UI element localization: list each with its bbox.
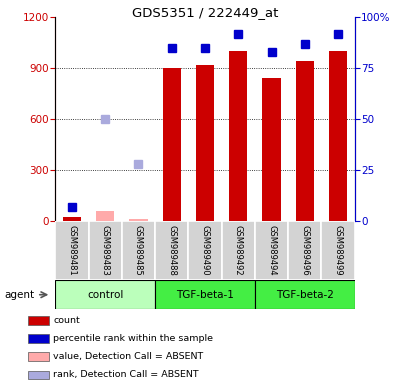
- Bar: [121, 221, 155, 280]
- Bar: [188, 221, 221, 280]
- Bar: [63, 217, 81, 221]
- Bar: [229, 51, 247, 221]
- Text: TGF-beta-1: TGF-beta-1: [175, 290, 234, 300]
- Bar: [254, 221, 288, 280]
- Bar: [96, 211, 114, 221]
- Bar: [28, 371, 49, 379]
- Text: rank, Detection Call = ABSENT: rank, Detection Call = ABSENT: [53, 371, 198, 379]
- Bar: [328, 51, 346, 221]
- Bar: [28, 352, 49, 361]
- Text: GSM989499: GSM989499: [333, 225, 342, 276]
- Text: TGF-beta-2: TGF-beta-2: [275, 290, 333, 300]
- Bar: [162, 68, 180, 221]
- Text: GDS5351 / 222449_at: GDS5351 / 222449_at: [131, 6, 278, 19]
- Bar: [262, 78, 280, 221]
- Bar: [254, 280, 354, 309]
- Bar: [155, 221, 188, 280]
- Bar: [321, 221, 354, 280]
- Bar: [295, 61, 313, 221]
- Text: GSM989488: GSM989488: [167, 225, 176, 276]
- Text: agent: agent: [4, 290, 34, 300]
- Text: GSM989496: GSM989496: [299, 225, 308, 276]
- Bar: [196, 65, 213, 221]
- Text: control: control: [87, 290, 123, 300]
- Bar: [28, 334, 49, 343]
- Bar: [28, 316, 49, 324]
- Text: GSM989492: GSM989492: [233, 225, 242, 276]
- Text: GSM989481: GSM989481: [67, 225, 76, 276]
- Bar: [55, 221, 88, 280]
- Text: GSM989490: GSM989490: [200, 225, 209, 276]
- Text: value, Detection Call = ABSENT: value, Detection Call = ABSENT: [53, 352, 203, 361]
- Bar: [129, 219, 147, 221]
- Text: GSM989483: GSM989483: [101, 225, 110, 276]
- Text: GSM989494: GSM989494: [266, 225, 275, 276]
- Bar: [288, 221, 321, 280]
- Bar: [155, 280, 254, 309]
- Text: percentile rank within the sample: percentile rank within the sample: [53, 334, 213, 343]
- Bar: [221, 221, 254, 280]
- Bar: [88, 221, 121, 280]
- Text: count: count: [53, 316, 80, 324]
- Bar: [55, 280, 155, 309]
- Text: GSM989485: GSM989485: [134, 225, 143, 276]
